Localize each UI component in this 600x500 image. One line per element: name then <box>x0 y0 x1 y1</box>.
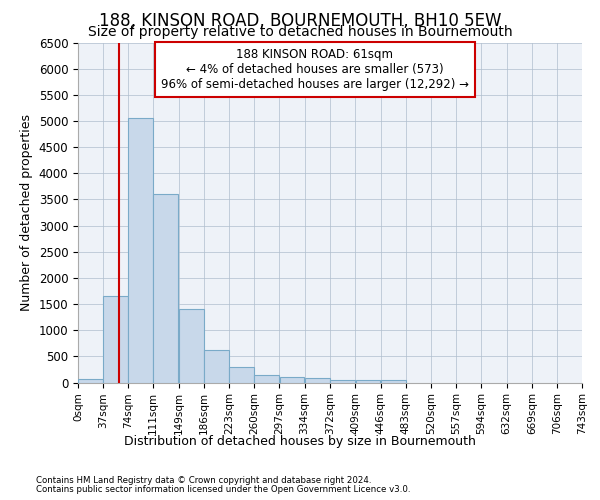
Bar <box>128 118 153 382</box>
Y-axis label: Number of detached properties: Number of detached properties <box>20 114 33 311</box>
Bar <box>305 378 329 382</box>
Bar <box>204 350 229 382</box>
Text: Size of property relative to detached houses in Bournemouth: Size of property relative to detached ho… <box>88 25 512 39</box>
Text: Contains HM Land Registry data © Crown copyright and database right 2024.: Contains HM Land Registry data © Crown c… <box>36 476 371 485</box>
Bar <box>380 380 406 382</box>
Bar <box>356 380 380 382</box>
Bar <box>154 194 178 382</box>
Bar <box>103 296 128 382</box>
Bar <box>280 376 304 382</box>
Text: 188 KINSON ROAD: 61sqm
← 4% of detached houses are smaller (573)
96% of semi-det: 188 KINSON ROAD: 61sqm ← 4% of detached … <box>161 48 469 90</box>
Bar <box>78 378 103 382</box>
Text: Distribution of detached houses by size in Bournemouth: Distribution of detached houses by size … <box>124 435 476 448</box>
Text: 188, KINSON ROAD, BOURNEMOUTH, BH10 5EW: 188, KINSON ROAD, BOURNEMOUTH, BH10 5EW <box>99 12 501 30</box>
Text: Contains public sector information licensed under the Open Government Licence v3: Contains public sector information licen… <box>36 485 410 494</box>
Bar <box>331 380 355 382</box>
Bar <box>179 310 204 382</box>
Bar <box>229 367 254 382</box>
Bar <box>254 374 280 382</box>
